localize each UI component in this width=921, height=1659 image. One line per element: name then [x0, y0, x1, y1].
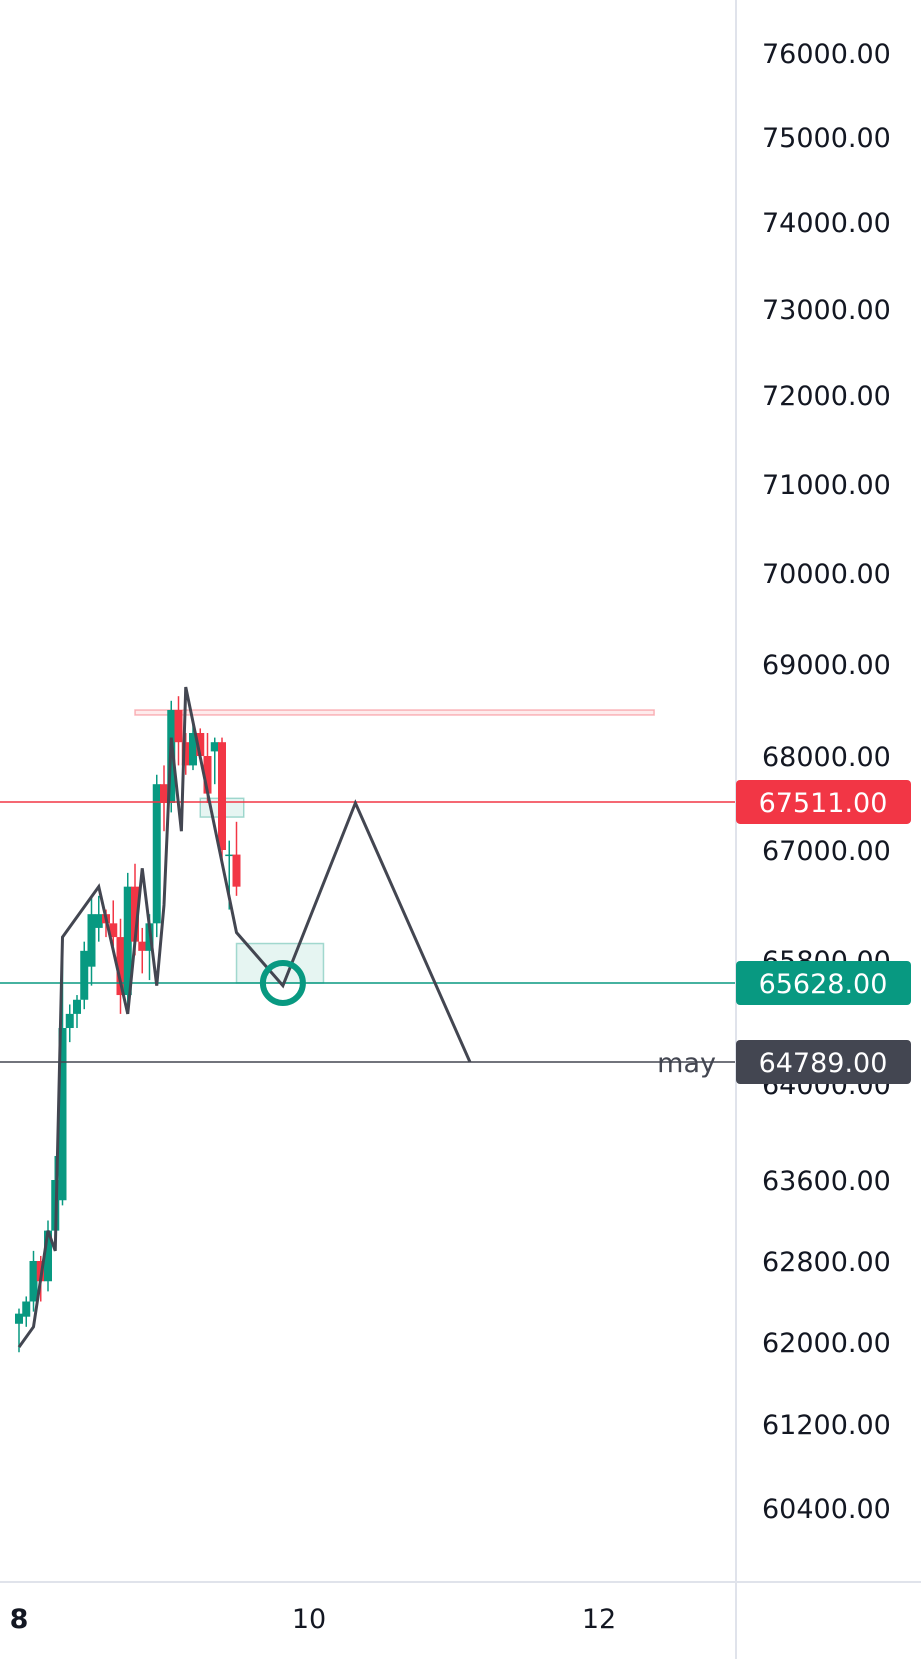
price-tick-label: 69000.00	[762, 650, 891, 681]
candle-2	[29, 1250, 38, 1312]
price-badge-label: 64789.00	[759, 1048, 888, 1079]
candle-19	[152, 774, 161, 938]
price-tick-label: 71000.00	[762, 470, 891, 501]
price-tick-label: 68000.00	[762, 742, 891, 773]
candle-14	[116, 918, 125, 1014]
candle-23	[181, 733, 190, 775]
price-tick-label: 60400.00	[762, 1494, 891, 1525]
price-tick-label: 61200.00	[762, 1410, 891, 1441]
time-axis[interactable]: 8 10 12	[10, 1604, 617, 1635]
candle-8	[73, 995, 81, 1029]
candle-30	[232, 821, 241, 896]
price-badge-2: 64789.00	[736, 1040, 911, 1084]
candle-11	[94, 895, 103, 942]
time-tick-label: 8	[10, 1604, 29, 1635]
zone-0	[134, 709, 655, 716]
annotation-may: may	[657, 1048, 716, 1079]
price-tick-label: 62800.00	[762, 1247, 891, 1278]
price-tick-label: 74000.00	[762, 208, 891, 239]
candle-10	[87, 895, 96, 986]
candle-24	[189, 723, 197, 771]
candle-15	[123, 872, 132, 1010]
price-tick-label: 73000.00	[762, 295, 891, 326]
time-tick-label: 12	[582, 1604, 616, 1635]
candle-7	[65, 1004, 74, 1043]
candle-27	[210, 737, 219, 785]
price-badge-label: 65628.00	[759, 969, 888, 1000]
candle-13	[109, 900, 118, 947]
candle-20	[160, 765, 168, 832]
price-badge-0: 67511.00	[736, 779, 911, 824]
price-badges: 67511.00 65628.00 64789.00	[736, 779, 911, 1084]
candle-17	[138, 927, 147, 974]
price-tick-label: 62000.00	[762, 1328, 891, 1359]
candle-9	[80, 941, 89, 1010]
target-circle-marker	[259, 960, 306, 1006]
time-tick-label: 10	[292, 1604, 326, 1635]
candle-28	[218, 737, 226, 864]
zigzag-path	[17, 686, 472, 1348]
price-tick-label: 63600.00	[762, 1166, 891, 1197]
price-tick-label: 72000.00	[762, 381, 891, 412]
level-lines-layer	[0, 801, 736, 1063]
price-tick-label: 75000.00	[762, 123, 891, 154]
candle-1	[22, 1296, 31, 1327]
price-tick-label: 70000.00	[762, 559, 891, 590]
price-badge-label: 67511.00	[759, 788, 888, 819]
candle-22	[174, 696, 183, 766]
price-tick-label: 76000.00	[762, 39, 891, 70]
price-tick-label: 67000.00	[762, 836, 891, 867]
price-badge-1: 65628.00	[736, 961, 911, 1005]
